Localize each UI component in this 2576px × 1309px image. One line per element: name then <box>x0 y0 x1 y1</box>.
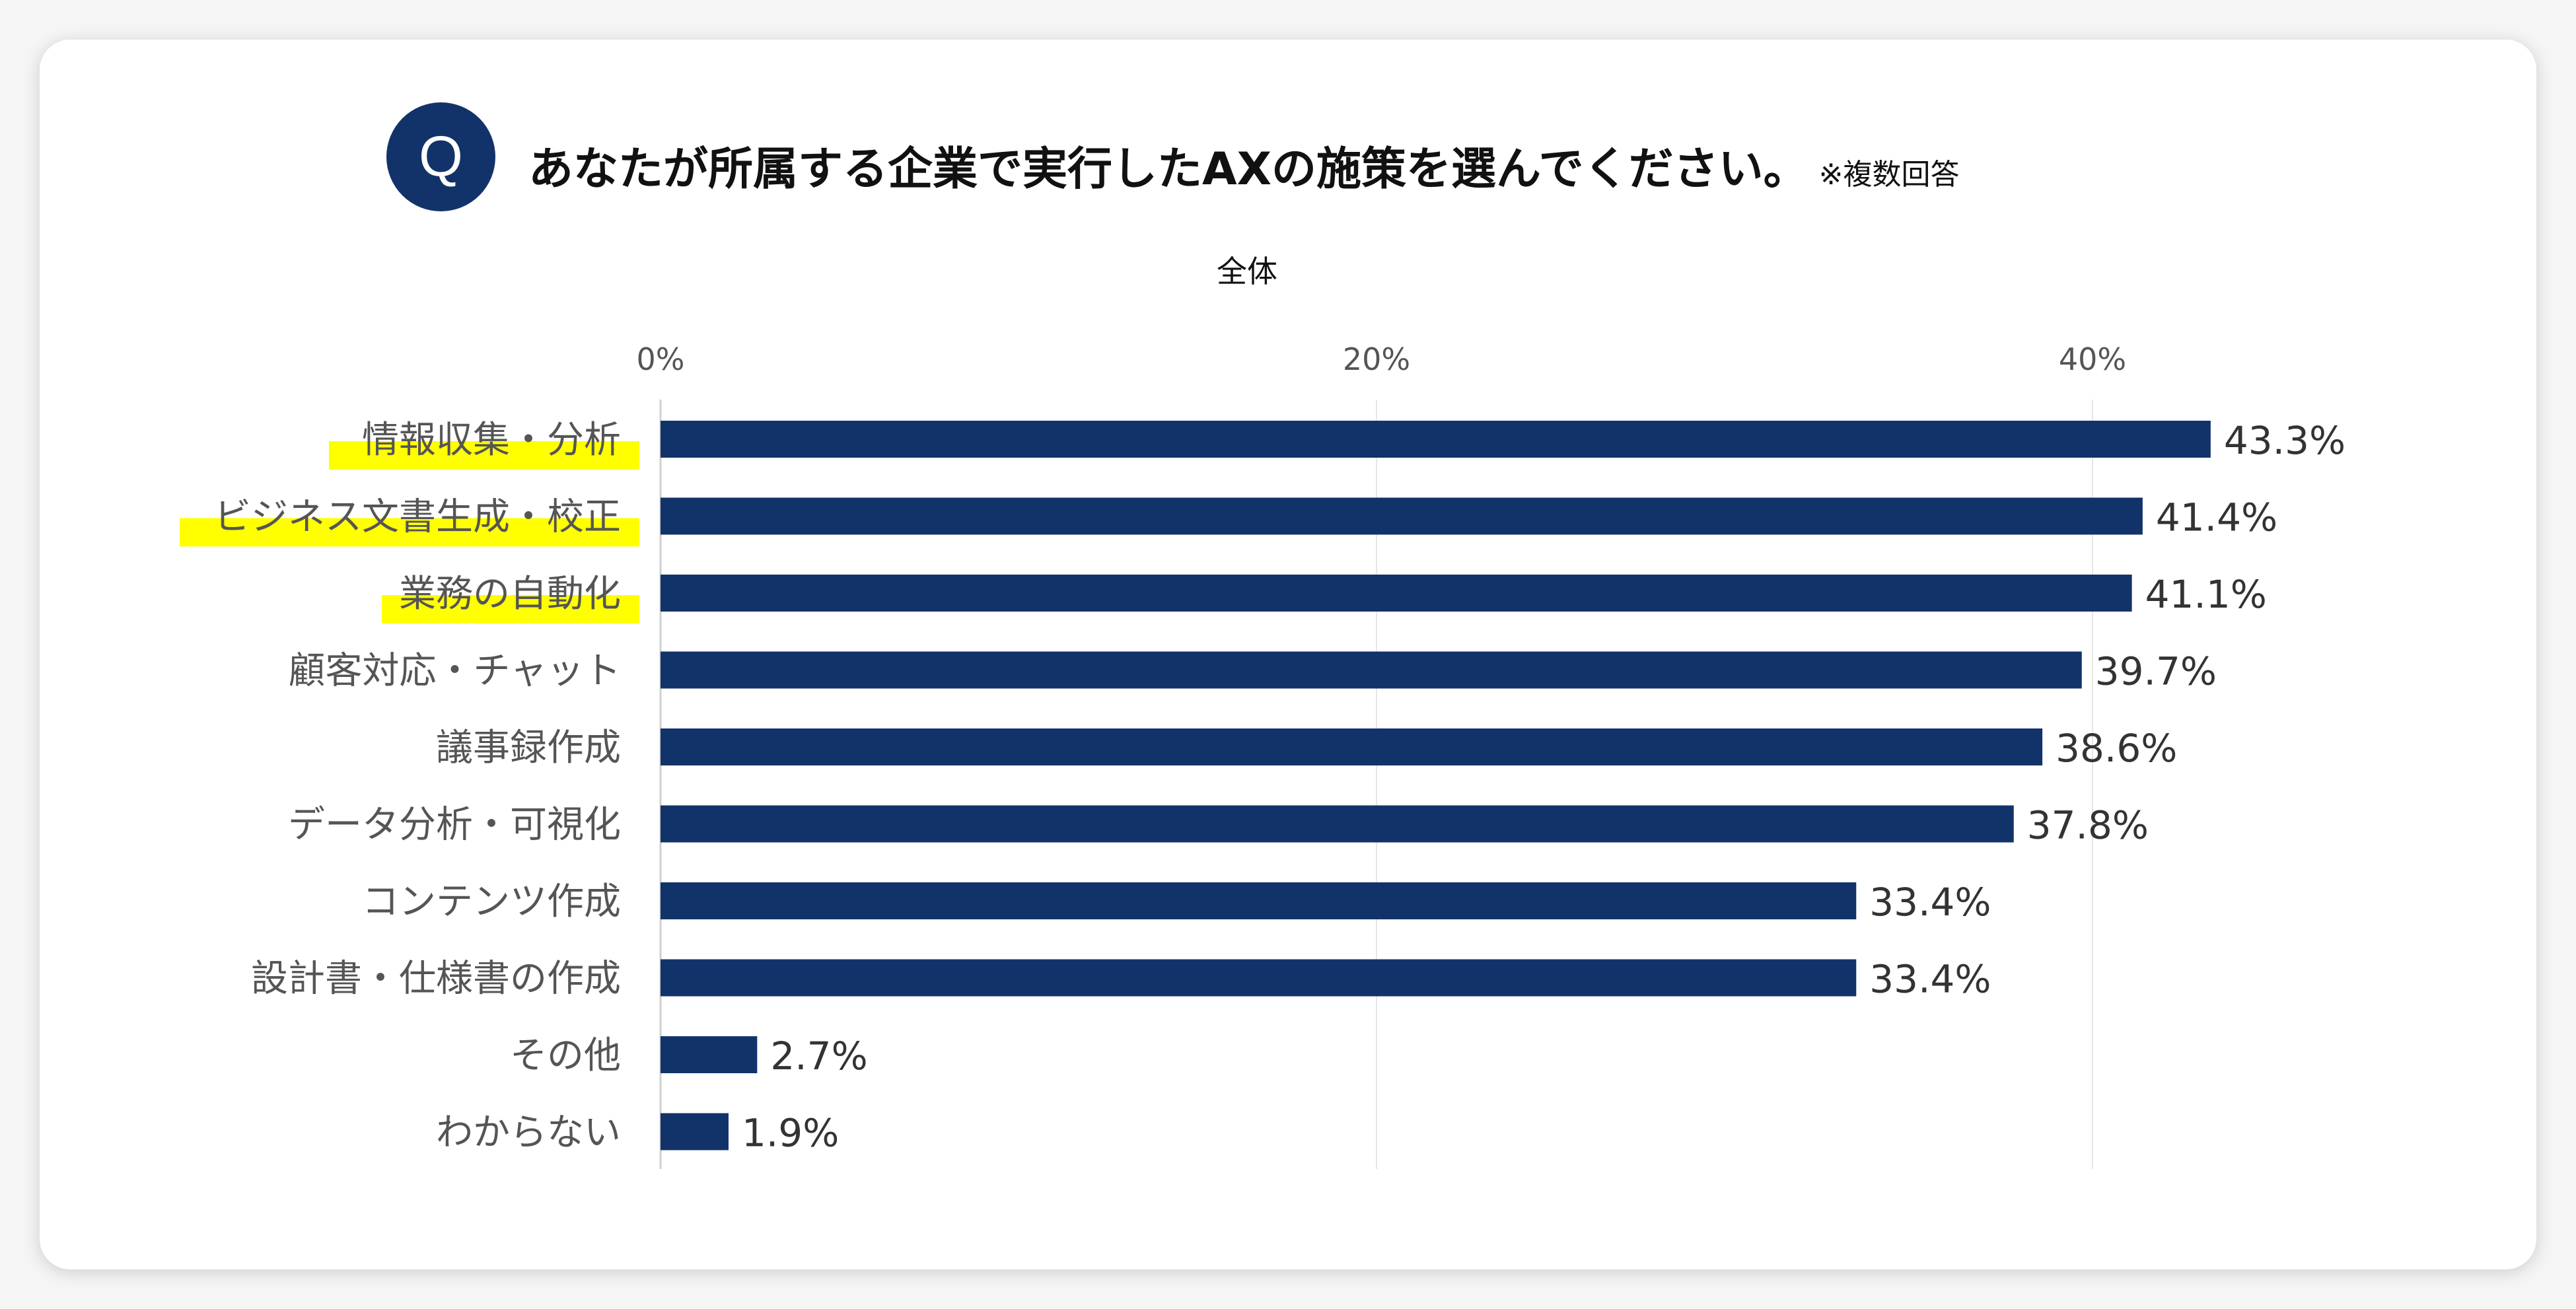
category-label: 業務の自動化 <box>399 573 621 616</box>
category-label: 顧客対応・チャット <box>289 650 621 693</box>
category-label: わからない <box>436 1112 621 1154</box>
value-label: 2.7% <box>770 1034 867 1079</box>
question-badge: Q <box>386 102 495 211</box>
category-label: コンテンツ作成 <box>362 880 621 923</box>
x-tick-label: 0% <box>637 341 685 377</box>
bar <box>661 497 2143 535</box>
x-tick-label: 40% <box>2059 341 2126 377</box>
category-label: データ分析・可視化 <box>288 804 621 847</box>
bar <box>661 1113 729 1150</box>
bar <box>661 959 1857 997</box>
category-label: 設計書・仕様書の作成 <box>251 958 621 1001</box>
value-label: 43.3% <box>2224 418 2345 463</box>
bar <box>661 728 2043 765</box>
value-label: 37.8% <box>2027 803 2149 848</box>
bar <box>661 651 2082 689</box>
chart-title: 全体 <box>1217 254 1277 289</box>
bar <box>661 421 2211 458</box>
value-label: 33.4% <box>1869 957 1991 1002</box>
value-label: 33.4% <box>1869 880 1991 925</box>
bar <box>661 882 1857 919</box>
x-tick-label: 20% <box>1343 341 1410 377</box>
bar <box>661 805 2014 843</box>
question-title: あなたが所属する企業で実行したAXの施策を選んでください。 ※複数回答 <box>528 132 1960 197</box>
category-label: ビジネス文書生成・校正 <box>214 496 621 539</box>
value-label: 38.6% <box>2056 726 2177 771</box>
value-label: 1.9% <box>742 1111 839 1156</box>
value-label: 41.1% <box>2145 572 2267 617</box>
value-label: 39.7% <box>2095 649 2217 694</box>
category-label: 情報収集・分析 <box>362 419 621 462</box>
value-label: 41.4% <box>2156 495 2277 540</box>
question-text: あなたが所属する企業で実行したAXの施策を選んでください。 <box>528 143 1808 195</box>
category-label: その他 <box>510 1034 621 1077</box>
category-highlight <box>382 595 639 623</box>
question-note: ※複数回答 <box>1818 158 1960 192</box>
bar <box>661 575 2132 612</box>
category-highlight <box>180 518 639 547</box>
category-highlight <box>329 441 639 470</box>
bar <box>661 1036 758 1073</box>
category-label: 議事録作成 <box>436 726 621 769</box>
